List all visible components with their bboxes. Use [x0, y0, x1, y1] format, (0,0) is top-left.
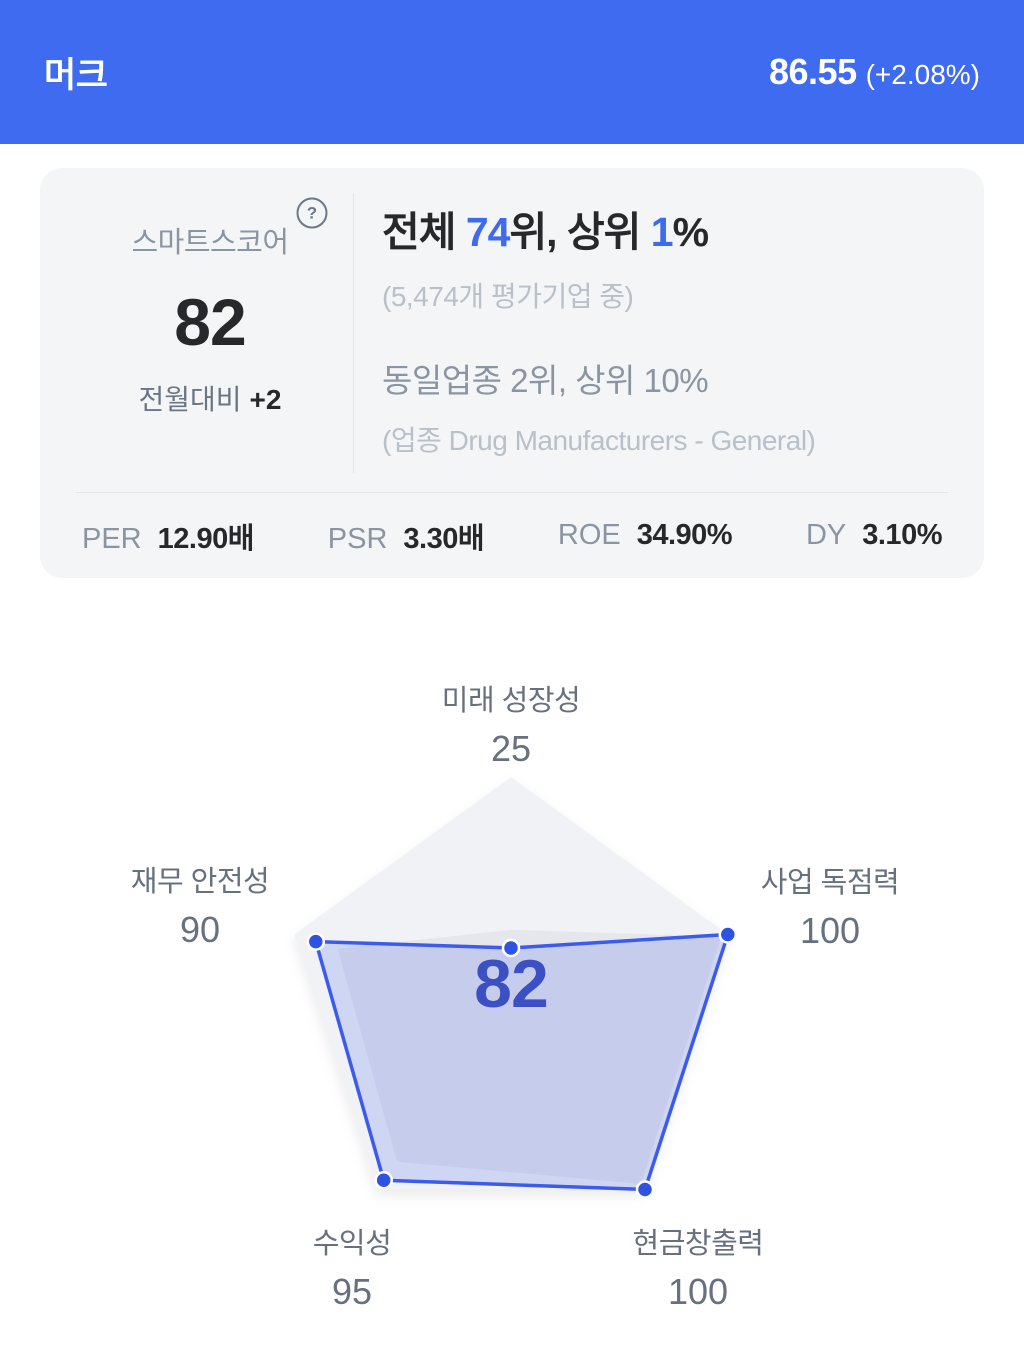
metric-dy: DY 3.10% — [805, 519, 943, 552]
rank-text: 위, 상위 — [509, 209, 651, 255]
app-header: 머크 86.55 (+2.08%) — [0, 0, 1024, 144]
stock-name: 머크 — [44, 55, 108, 95]
radar-axis-future-growth: 미래 성장성 25 — [441, 678, 581, 774]
rank-text: % — [672, 209, 709, 255]
stock-change: (+2.08%) — [865, 59, 980, 90]
metric-label: PSR — [327, 522, 388, 555]
help-icon[interactable]: ? — [296, 197, 328, 229]
vertical-divider — [353, 193, 354, 473]
horizontal-divider — [76, 492, 948, 493]
metric-psr: PSR 3.30배 — [327, 515, 485, 557]
rank-column: 전체 74위, 상위 1% (5,474개 평가기업 중) 동일업종 2위, 상… — [382, 168, 984, 493]
overall-rank-number: 74 — [465, 209, 511, 255]
radar-axis-profitability: 수익성 95 — [313, 1221, 392, 1317]
axis-label: 현금창출력 — [632, 1228, 764, 1260]
metric-per: PER 12.90배 — [82, 515, 254, 557]
overall-rank-note: (5,474개 평가기업 중) — [382, 281, 634, 312]
stock-price: 86.55 — [769, 51, 857, 92]
metric-label: DY — [805, 519, 847, 551]
mom-label: 전월대비 — [138, 384, 242, 415]
stock-price-group: 86.55 (+2.08%) — [769, 51, 980, 93]
metric-value: 34.90% — [636, 519, 733, 551]
smart-score-card: 스마트스코어 ? 82 전월대비 +2 전체 74위, 상위 1% (5,474개… — [40, 168, 984, 578]
radar-vertex-dot — [635, 1180, 655, 1199]
overall-rank-line: 전체 74위, 상위 1% — [382, 209, 709, 255]
industry-rank-line: 동일업종 2위, 상위 10% — [382, 362, 709, 399]
axis-label: 수익성 — [312, 1228, 392, 1260]
metric-value: 12.90배 — [157, 522, 255, 555]
radar-vertex-dot — [718, 925, 738, 944]
metric-label: PER — [82, 522, 142, 555]
radar-vertex-dot — [306, 932, 326, 951]
axis-label: 미래 성장성 — [441, 685, 581, 717]
radar-center-score: 82 — [474, 946, 549, 1022]
metrics-row: PER 12.90배 PSR 3.30배 ROE 34.90% DY 3.10% — [82, 493, 942, 578]
smart-score-value: 82 — [174, 285, 246, 359]
month-over-month-row: 전월대비 +2 — [139, 378, 282, 418]
score-column: 스마트스코어 ? 82 전월대비 +2 — [40, 168, 353, 493]
rank-text: 전체 — [382, 209, 466, 255]
axis-value: 100 — [799, 910, 861, 951]
radar-axis-business-moat: 사업 독점력 100 — [760, 860, 900, 956]
smart-score-label: 스마트스코어 — [131, 227, 289, 259]
mom-change-value: +2 — [249, 384, 282, 415]
axis-value: 25 — [490, 728, 532, 769]
metric-value: 3.10% — [862, 519, 942, 551]
axis-value: 100 — [667, 1271, 729, 1312]
radar-axis-financial-safety: 재무 안전성 90 — [130, 859, 270, 955]
overall-top-percent: 1 — [650, 209, 674, 255]
axis-value: 95 — [331, 1271, 373, 1312]
metric-label: ROE — [557, 519, 621, 551]
radar-axis-cash-generation: 현금창출력 100 — [633, 1221, 764, 1317]
axis-label: 사업 독점력 — [760, 867, 900, 899]
axis-value: 90 — [179, 909, 221, 950]
axis-label: 재무 안전성 — [130, 866, 270, 898]
radar-vertex-dot — [374, 1170, 393, 1190]
metric-roe: ROE 34.90% — [557, 519, 733, 552]
industry-note: (업종 Drug Manufacturers - General) — [382, 425, 816, 456]
metric-value: 3.30배 — [403, 522, 485, 555]
